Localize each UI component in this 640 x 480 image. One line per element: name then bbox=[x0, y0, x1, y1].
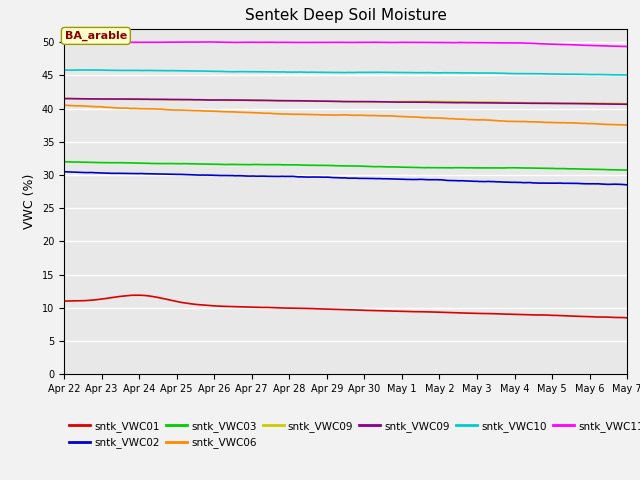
Legend: sntk_VWC01, sntk_VWC02, sntk_VWC03, sntk_VWC06, sntk_VWC09, sntk_VWC09, sntk_VWC: sntk_VWC01, sntk_VWC02, sntk_VWC03, sntk… bbox=[69, 421, 640, 448]
Title: Sentek Deep Soil Moisture: Sentek Deep Soil Moisture bbox=[244, 9, 447, 24]
Y-axis label: VWC (%): VWC (%) bbox=[23, 174, 36, 229]
Text: BA_arable: BA_arable bbox=[65, 31, 127, 41]
